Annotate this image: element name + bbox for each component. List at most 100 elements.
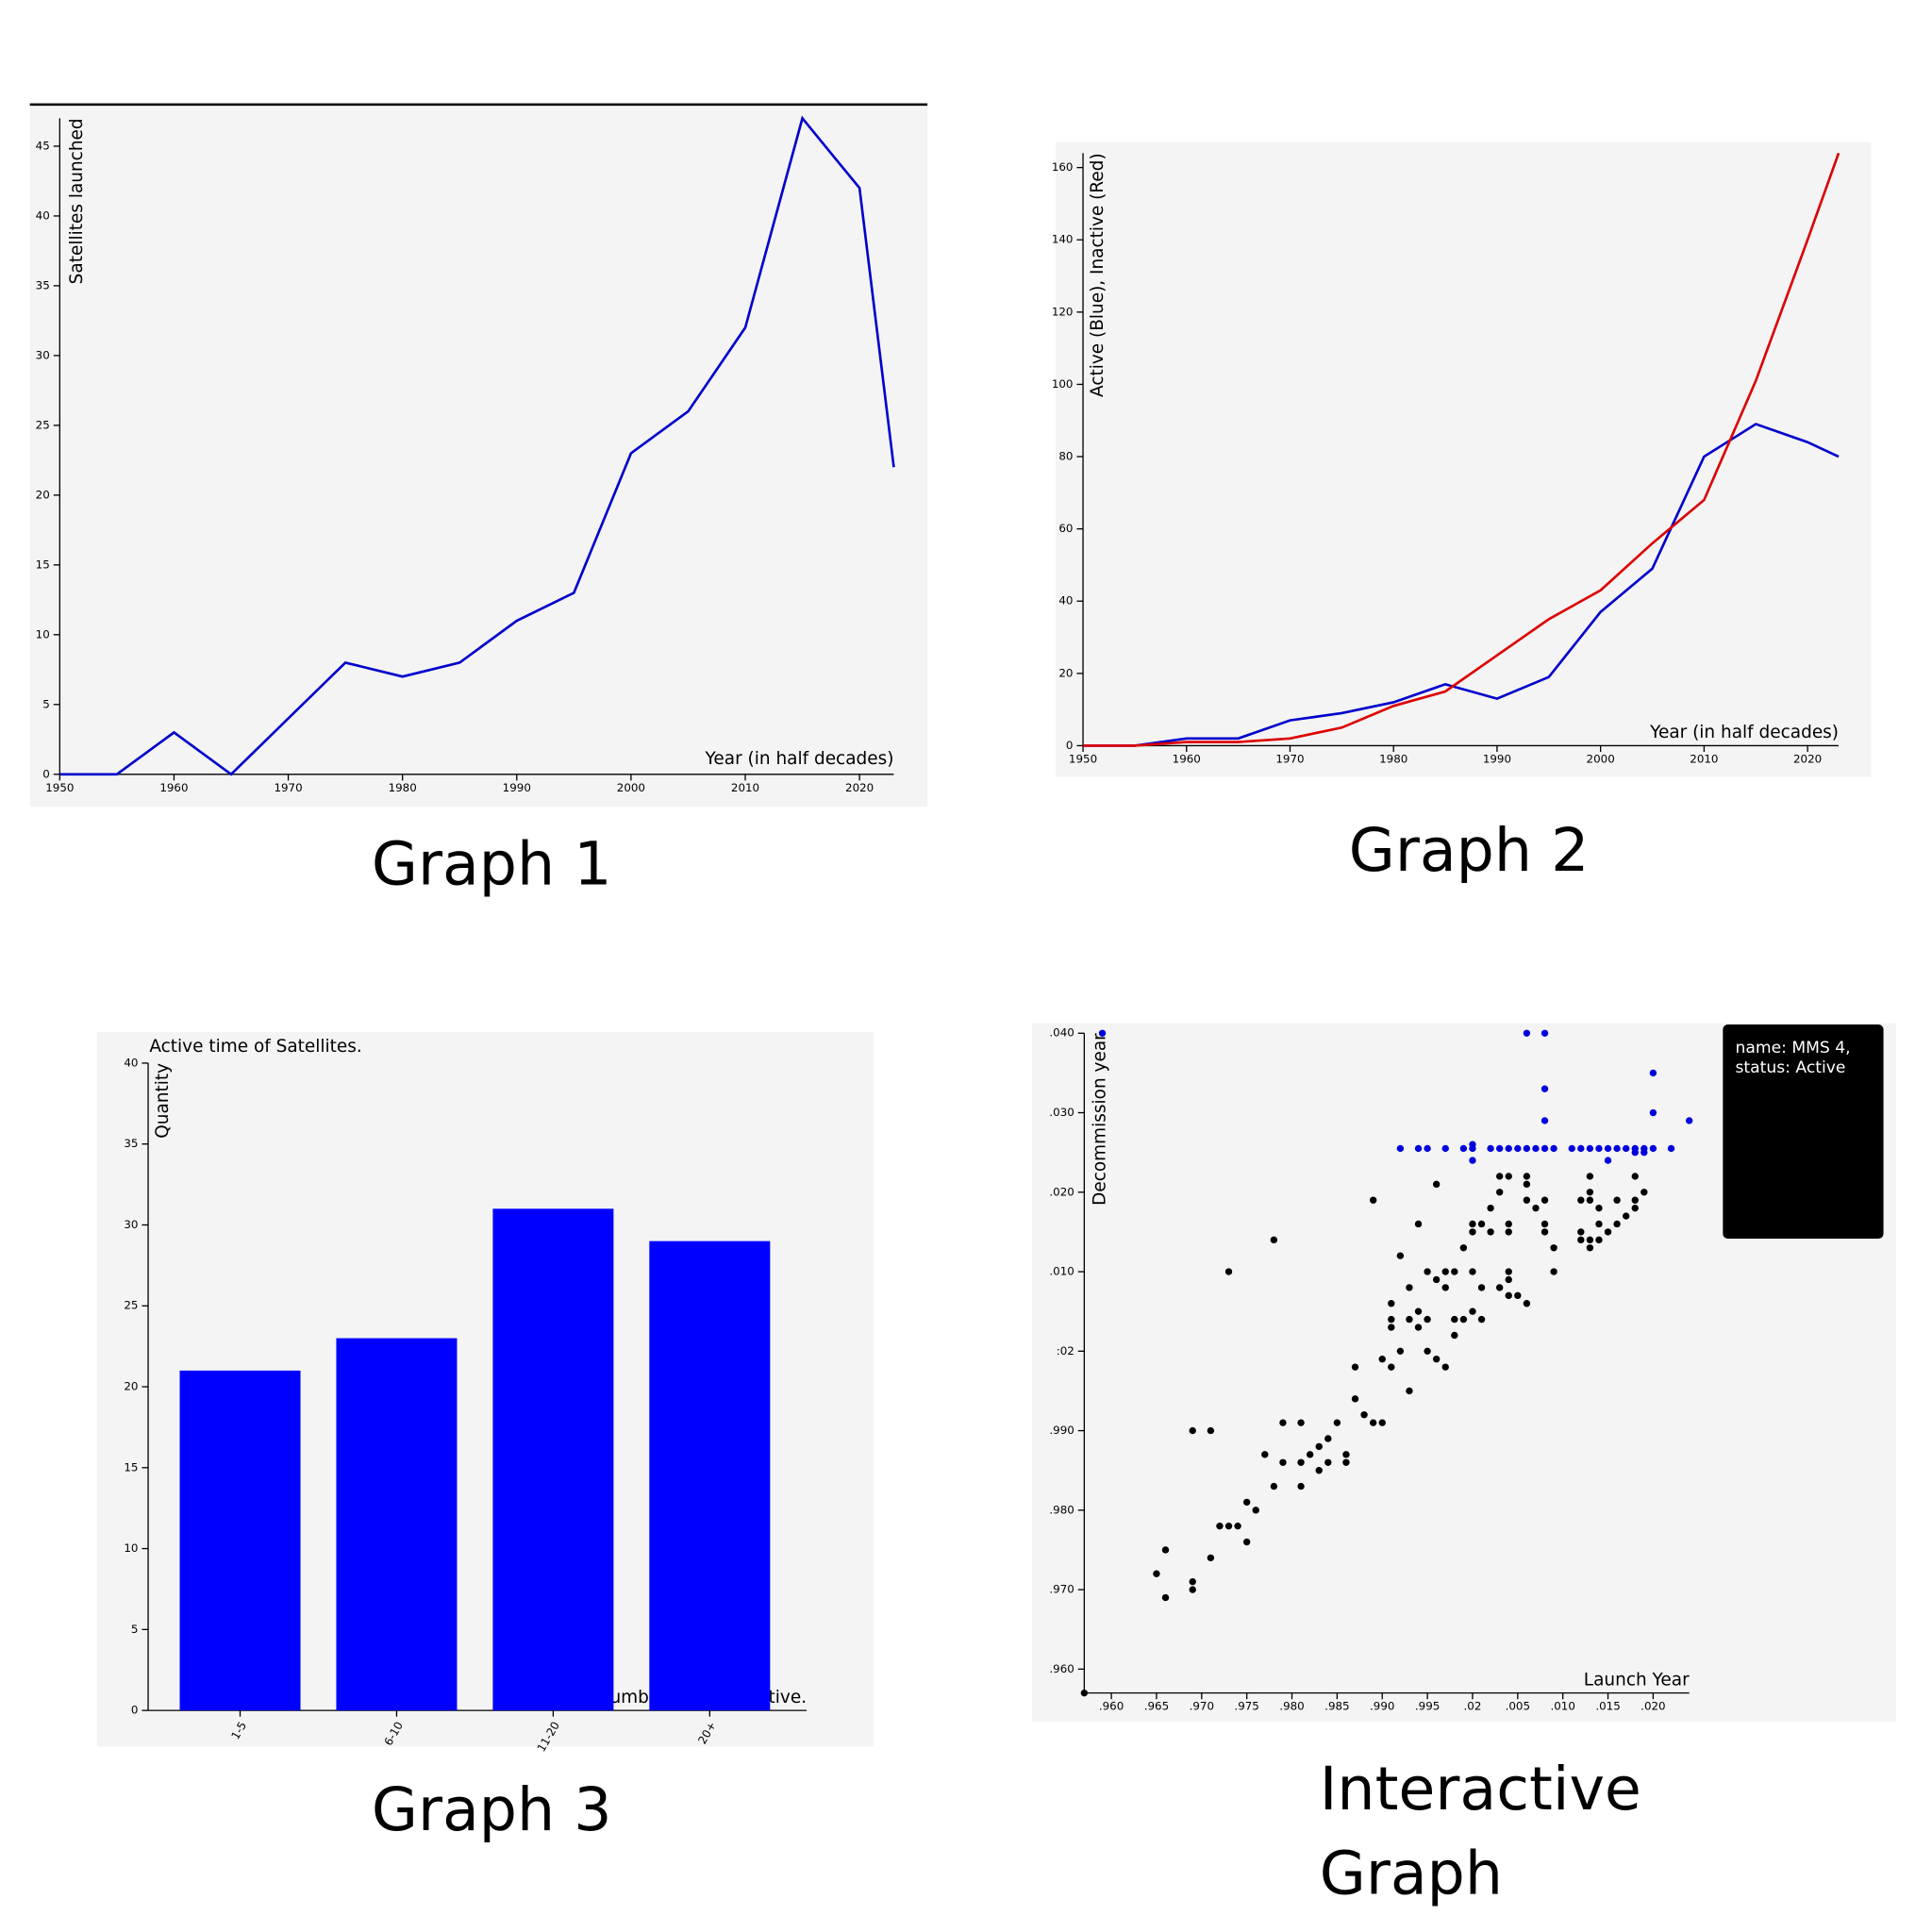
point	[1414, 1324, 1423, 1331]
point	[1459, 1244, 1468, 1252]
chart: .960 .970 .980 .990:02 .010 .020 .030 .040 .960.…	[1049, 1024, 1884, 1908]
point	[1613, 1220, 1621, 1228]
y-tick-label: 40	[36, 208, 50, 222]
y-axis-label: Satellites launched	[67, 118, 87, 284]
point	[1424, 1144, 1431, 1153]
point	[1369, 1419, 1377, 1426]
y-tick-label: 25	[124, 1299, 138, 1312]
y-tick-label: 80	[1058, 450, 1073, 463]
point	[1586, 1196, 1594, 1204]
data-line	[59, 115, 895, 776]
point	[1586, 1144, 1594, 1153]
caption: Graph 1	[372, 828, 612, 898]
point	[1469, 1141, 1476, 1148]
point	[1550, 1244, 1557, 1252]
point	[1613, 1144, 1621, 1153]
point	[1568, 1144, 1575, 1153]
caption: Interactive	[1320, 1754, 1641, 1824]
point	[1631, 1148, 1639, 1157]
y-tick-label: 10	[36, 627, 50, 641]
point	[1604, 1228, 1612, 1236]
point	[1469, 1228, 1476, 1236]
point	[1523, 1300, 1531, 1307]
point	[1441, 1144, 1449, 1153]
x-tick-label: 2020	[845, 781, 874, 794]
point	[1631, 1173, 1639, 1180]
point	[1487, 1228, 1494, 1236]
y-tick-label: 30	[36, 348, 50, 361]
point	[1378, 1419, 1386, 1426]
x-axis-label: Year (in half decades)	[1649, 723, 1839, 742]
y-tick-label: .030	[1049, 1106, 1074, 1119]
point	[1541, 1220, 1549, 1228]
point	[1523, 1196, 1531, 1204]
point	[1424, 1268, 1431, 1275]
point	[1189, 1426, 1196, 1435]
y-tick-label: 120	[1052, 305, 1074, 318]
point	[1577, 1236, 1585, 1244]
point	[1098, 1029, 1107, 1037]
y-tick-label: 40	[1058, 594, 1073, 608]
point	[1577, 1196, 1585, 1204]
point	[1315, 1442, 1323, 1451]
y-tick-label: 20	[124, 1380, 138, 1393]
point	[1514, 1291, 1522, 1300]
point	[1342, 1451, 1350, 1458]
panel-background	[1056, 142, 1872, 777]
point	[1414, 1307, 1423, 1315]
y-tick-label: 20	[1058, 666, 1073, 679]
x-tick-label: .005	[1506, 1700, 1530, 1713]
x-tick-label: .980	[1279, 1700, 1304, 1713]
y-axis-label: Quantity	[153, 1063, 173, 1139]
x-tick-label: 1970	[1275, 752, 1304, 765]
point	[1586, 1236, 1594, 1244]
point	[1586, 1244, 1594, 1252]
point	[1369, 1196, 1377, 1204]
point	[1541, 1196, 1549, 1204]
point	[1189, 1577, 1196, 1586]
point	[1604, 1144, 1612, 1153]
point	[1495, 1284, 1504, 1291]
point	[1631, 1204, 1639, 1212]
point	[1505, 1228, 1512, 1236]
x-tick-label: .010	[1550, 1700, 1574, 1713]
y-tick-label: 60	[1058, 522, 1073, 535]
point	[1351, 1363, 1359, 1371]
point	[1324, 1435, 1332, 1442]
x-tick-label: 2000	[617, 781, 645, 794]
point	[1270, 1482, 1278, 1491]
point	[1406, 1387, 1413, 1395]
point	[1388, 1363, 1395, 1371]
data-line	[1083, 152, 1840, 747]
bar	[492, 1208, 614, 1711]
x-tick-label: 2010	[1690, 752, 1718, 765]
point	[1297, 1458, 1305, 1466]
y-tick-label: 35	[124, 1137, 138, 1150]
x-tick-label: 1950	[45, 781, 74, 794]
y-tick-label: 5	[131, 1623, 139, 1636]
y-tick-label: 25	[36, 418, 50, 431]
x-tick-label: .015	[1595, 1700, 1620, 1713]
x-tick-label: .985	[1324, 1700, 1349, 1713]
tooltip-text: status: Active	[1736, 1058, 1846, 1077]
point	[1595, 1144, 1603, 1153]
point	[1234, 1522, 1241, 1530]
y-tick-label: :02	[1057, 1344, 1074, 1357]
y-tick-label: 100	[1052, 377, 1074, 391]
point	[1270, 1236, 1278, 1244]
point	[1424, 1315, 1431, 1324]
y-tick-label: 10	[124, 1541, 138, 1555]
point	[1216, 1522, 1224, 1530]
caption: Graph	[1320, 1839, 1503, 1908]
x-tick-label: .02	[1464, 1700, 1482, 1713]
point	[1324, 1458, 1332, 1466]
x-axis-label: Launch Year	[1584, 1670, 1690, 1690]
y-tick-label: .010	[1049, 1265, 1074, 1278]
y-tick-label: 20	[36, 488, 50, 501]
chart-title: Active time of Satellites.	[149, 1037, 361, 1057]
point	[1388, 1324, 1395, 1331]
point	[1631, 1196, 1639, 1204]
point	[1523, 1144, 1531, 1153]
point	[1153, 1570, 1160, 1577]
